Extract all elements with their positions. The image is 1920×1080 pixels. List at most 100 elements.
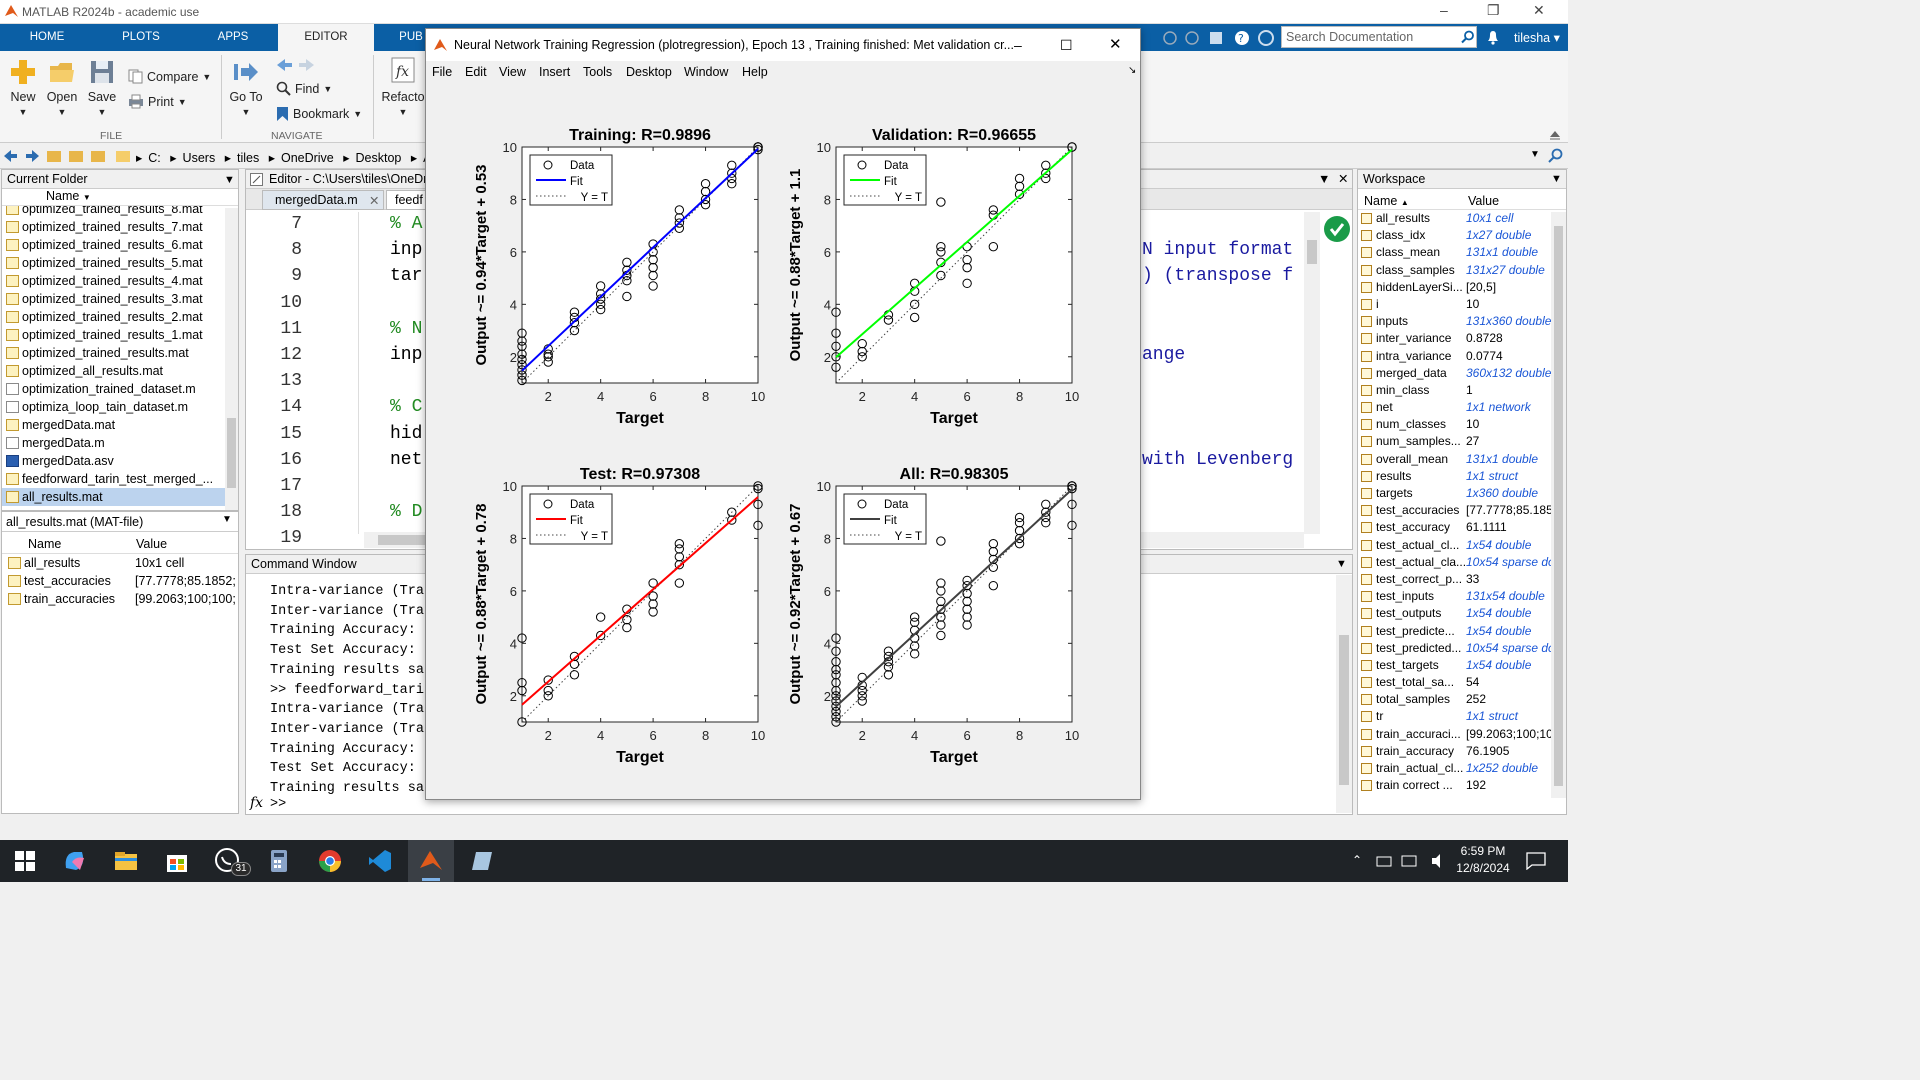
code-line[interactable]: hid	[390, 423, 423, 444]
quick-access-icons[interactable]: ?	[1160, 29, 1275, 46]
figure-minimize-icon[interactable]: –	[1014, 37, 1022, 53]
folder-file-item[interactable]: optimized_trained_results_3.mat	[2, 290, 238, 308]
file-explorer-icon[interactable]	[113, 848, 139, 874]
details-collapse-icon[interactable]: ▼	[222, 514, 232, 525]
clock[interactable]: 6:59 PM 12/8/2024	[1448, 844, 1518, 875]
command-prompt[interactable]: >>	[270, 797, 287, 812]
search-icon[interactable]	[1461, 30, 1475, 44]
workspace-menu-icon[interactable]: ▼	[1551, 173, 1562, 185]
tab-editor[interactable]: EDITOR	[278, 24, 374, 51]
breadcrumb-drive[interactable]: C:	[148, 151, 161, 165]
folder-file-item[interactable]: optimized_trained_results.mat	[2, 344, 238, 362]
windows-start-icon[interactable]	[12, 848, 38, 874]
folder-column-header[interactable]: Name ▼	[2, 189, 238, 206]
workspace-row[interactable]: all_results 10x1 cell	[1358, 210, 1566, 227]
workspace-row[interactable]: hiddenLayerSi... [20,5]	[1358, 279, 1566, 296]
copilot-icon[interactable]	[62, 848, 88, 874]
workspace-row[interactable]: test_total_sa... 54	[1358, 674, 1566, 691]
code-line[interactable]: inp	[390, 345, 423, 365]
close-icon[interactable]: ✕	[1533, 2, 1545, 18]
folder-file-item[interactable]: mergedData.m	[2, 434, 238, 452]
calculator-icon[interactable]	[266, 848, 292, 874]
tray-icons[interactable]	[1376, 853, 1456, 869]
code-line[interactable]: % C	[390, 397, 423, 418]
workspace-row[interactable]: total_samples 252	[1358, 691, 1566, 708]
figure-dock-icon[interactable]: ↘	[1128, 65, 1137, 76]
workspace-row[interactable]: net 1x1 network	[1358, 399, 1566, 416]
workspace-row[interactable]: results 1x1 struct	[1358, 468, 1566, 485]
folder-file-item[interactable]: feedforward_tarin_test_merged_...	[2, 470, 238, 488]
details-row[interactable]: test_accuracies [77.7778;85.1852;...	[2, 572, 238, 590]
goto-button[interactable]: Go To ▼	[228, 58, 264, 118]
taskbar-matlab-active[interactable]	[408, 840, 454, 882]
workspace-row[interactable]: test_accuracies [77.7778;85.185	[1358, 502, 1566, 519]
fx-icon[interactable]: fx	[250, 795, 264, 811]
folder-file-item[interactable]: optimized_all_results.mat	[2, 362, 238, 380]
workspace-row[interactable]: test_targets 1x54 double	[1358, 657, 1566, 674]
menu-edit[interactable]: Edit	[465, 65, 487, 79]
workspace-row[interactable]: class_samples 131x27 double	[1358, 262, 1566, 279]
workspace-row[interactable]: merged_data 360x132 double	[1358, 365, 1566, 382]
folder-file-item[interactable]: optimized_trained_results_2.mat	[2, 308, 238, 326]
back-forward-icons[interactable]	[276, 57, 316, 73]
editor-panel-menu-icon[interactable]: ▼	[1318, 172, 1331, 186]
editor-tab-mergeddata[interactable]: mergedData.m ✕	[262, 190, 384, 210]
editor-close-icon[interactable]: ✕	[1338, 172, 1349, 186]
breadcrumb-onedrive[interactable]: OneDrive	[280, 151, 334, 165]
refactor-button[interactable]: fx Refacto ▼	[380, 56, 426, 118]
command-panel-menu-icon[interactable]: ▼	[1336, 558, 1347, 570]
notification-bell-icon[interactable]	[1486, 29, 1500, 45]
search-documentation-input[interactable]: Search Documentation	[1281, 26, 1477, 48]
tab-plots[interactable]: PLOTS	[122, 31, 160, 43]
workspace-row[interactable]: train correct ... 192	[1358, 777, 1566, 794]
workspace-row[interactable]: test_predicte... 1x54 double	[1358, 623, 1566, 640]
folder-file-item[interactable]: optimized_trained_results_4.mat	[2, 272, 238, 290]
figure-taskbar-icon[interactable]	[468, 848, 494, 874]
menu-file[interactable]: File	[432, 65, 453, 79]
tab-home[interactable]: HOME	[29, 31, 65, 43]
workspace-row[interactable]: inter_variance 0.8728	[1358, 330, 1566, 347]
figure-maximize-icon[interactable]: ☐	[1060, 37, 1073, 53]
workspace-row[interactable]: intra_variance 0.0774	[1358, 348, 1566, 365]
find-button[interactable]: Find ▼	[276, 81, 332, 96]
tab-apps[interactable]: APPS	[217, 31, 249, 43]
tab-close-icon[interactable]: ✕	[369, 194, 380, 208]
folder-file-item[interactable]: optimiza_loop_tain_dataset.m	[2, 398, 238, 416]
workspace-row[interactable]: test_inputs 131x54 double	[1358, 588, 1566, 605]
workspace-row[interactable]: test_predicted... 10x54 sparse do	[1358, 640, 1566, 657]
folder-file-item[interactable]: mergedData.mat	[2, 416, 238, 434]
breadcrumb-tiles[interactable]: tiles	[236, 151, 260, 165]
menu-insert[interactable]: Insert	[539, 65, 571, 79]
breadcrumb-users[interactable]: Users	[182, 151, 216, 165]
workspace-row[interactable]: targets 1x360 double	[1358, 485, 1566, 502]
tray-chevron-icon[interactable]: ⌃	[1352, 853, 1363, 867]
workspace-row[interactable]: test_outputs 1x54 double	[1358, 605, 1566, 622]
workspace-row[interactable]: train_accuracy 76.1905	[1358, 743, 1566, 760]
print-button[interactable]: Print ▼	[128, 94, 187, 109]
code-line[interactable]: net	[390, 449, 423, 470]
menu-help[interactable]: Help	[742, 65, 768, 79]
folder-file-item[interactable]: optimized_trained_results_7.mat	[2, 218, 238, 236]
open-button[interactable]: Open ▼	[44, 58, 80, 118]
code-line-tail[interactable]: ) (transpose f	[1142, 266, 1294, 287]
menu-desktop[interactable]: Desktop	[626, 65, 672, 79]
workspace-col-name-sort[interactable]: Name ▲	[1364, 194, 1409, 208]
workspace-row[interactable]: num_classes 10	[1358, 416, 1566, 433]
menu-tools[interactable]: Tools	[583, 65, 613, 79]
code-line[interactable]: % D	[390, 502, 423, 523]
folder-file-item[interactable]: optimized_trained_results_5.mat	[2, 254, 238, 272]
folder-nav-icons[interactable]	[3, 149, 113, 163]
workspace-row[interactable]: num_samples... 27	[1358, 433, 1566, 450]
code-line[interactable]: % N	[390, 318, 423, 339]
editor-vscrollbar[interactable]	[1304, 212, 1320, 534]
notification-center-icon[interactable]	[1526, 852, 1546, 870]
folder-file-item[interactable]: mergedData.asv	[2, 452, 238, 470]
editor-tab-feedforward[interactable]: feedf	[386, 190, 426, 210]
panel-menu-icon[interactable]: ▼	[224, 174, 235, 186]
menu-window[interactable]: Window	[684, 65, 729, 79]
compare-button[interactable]: Compare ▼	[128, 69, 211, 84]
workspace-row[interactable]: class_mean 131x1 double	[1358, 244, 1566, 261]
maximize-icon[interactable]: ❐	[1487, 2, 1500, 18]
workspace-row[interactable]: train_actual_cl... 1x252 double	[1358, 760, 1566, 777]
details-row[interactable]: all_results 10x1 cell	[2, 554, 238, 572]
